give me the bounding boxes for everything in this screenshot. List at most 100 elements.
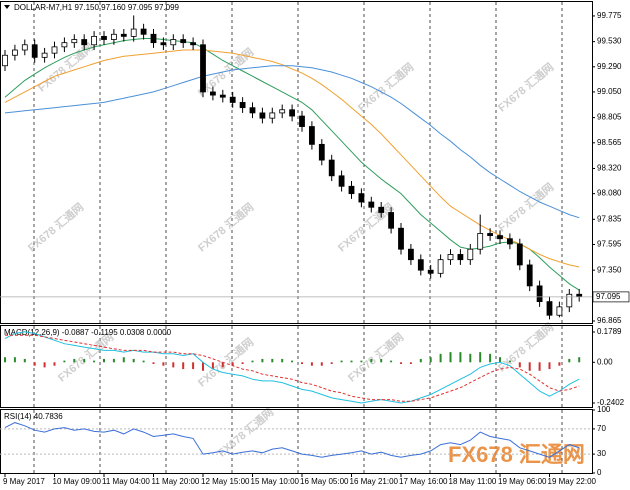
candle-body [41, 52, 48, 58]
rsi-panel [0, 409, 593, 474]
candle-body [556, 306, 563, 316]
candle-body [536, 285, 543, 303]
candle-body [378, 206, 385, 213]
candle-body [31, 44, 38, 58]
y-tick-label: 99.290 [597, 62, 622, 71]
y-tick-label: 0 [597, 468, 602, 477]
candle-body [467, 248, 474, 261]
x-tick-label: 15 May 10:00 [251, 477, 300, 486]
candle-body [398, 227, 404, 250]
y-tick-label: 0.00 [597, 357, 613, 366]
candle-body [259, 112, 266, 119]
y-tick-label: 96.865 [597, 316, 622, 325]
candle-body [219, 94, 226, 98]
y-tick-label: 100 [597, 405, 611, 414]
candle-body [437, 259, 444, 274]
candle-body [358, 193, 365, 203]
x-tick-label: 19 May 06:00 [498, 477, 547, 486]
moving-average [4, 38, 580, 291]
candle-body [209, 91, 216, 96]
candle-body [101, 35, 107, 40]
candle-body [51, 46, 58, 54]
candle-body [546, 301, 553, 316]
candle-body [457, 254, 464, 261]
candle-body [427, 269, 434, 274]
x-tick-label: 18 May 11:00 [449, 477, 497, 486]
candle-body [21, 44, 28, 51]
y-tick-label: 98.805 [597, 113, 622, 122]
candle-body [111, 33, 117, 40]
x-tick-label: 10 May 09:00 [53, 477, 102, 486]
candle-body [566, 293, 573, 308]
candle-body [229, 96, 236, 103]
y-tick-label: 99.775 [597, 11, 622, 20]
y-tick-label: 98.565 [597, 138, 622, 147]
candle-body [279, 109, 286, 114]
candle-body [318, 143, 325, 161]
candle-body [200, 44, 206, 93]
candle-body [130, 28, 137, 37]
candle-body [348, 185, 355, 195]
candle-body [576, 293, 583, 297]
y-tick-label: 98.320 [597, 164, 622, 173]
title-arrow [4, 5, 10, 9]
candle-body [407, 248, 414, 261]
y-tick-label: 99.530 [597, 37, 622, 46]
candle-body [308, 126, 315, 145]
candle-body [338, 175, 345, 187]
moving-average [4, 65, 580, 219]
current-price-label: 97.095 [596, 292, 621, 301]
candle-body [299, 115, 305, 127]
candle-body [477, 233, 484, 250]
candle-body [526, 264, 533, 287]
y-tick-label: 97.835 [597, 214, 622, 223]
candle-body [190, 42, 197, 46]
macd-line [4, 331, 580, 404]
candle-body [2, 54, 8, 67]
rsi-line [4, 422, 580, 458]
candle-body [388, 212, 395, 229]
candle-body [120, 33, 127, 37]
candle-body [516, 243, 523, 266]
y-tick-label: 30 [597, 449, 606, 458]
candle-body [506, 238, 513, 245]
candle-body [11, 49, 18, 56]
current-price-box [592, 291, 630, 303]
x-tick-label: 16 May 05:00 [300, 477, 349, 486]
candle-body [368, 201, 375, 208]
x-tick-label: 16 May 21:00 [350, 477, 399, 486]
candle-body [487, 233, 494, 236]
x-tick-label: 19 May 22:00 [548, 477, 597, 486]
rsi-title: RSI(14) 40.7836 [4, 412, 63, 421]
moving-average [4, 49, 580, 268]
candle-body [417, 259, 424, 271]
candle-body [61, 42, 68, 48]
y-tick-label: 99.050 [597, 87, 622, 96]
macd-panel [0, 325, 593, 408]
y-tick-label: 0.1789 [597, 327, 622, 336]
candle-body [170, 39, 177, 46]
x-tick-label: 17 May 16:00 [399, 477, 448, 486]
x-tick-label: 9 May 2017 [3, 477, 45, 486]
candle-body [239, 102, 246, 109]
y-tick-label: 70 [597, 424, 606, 433]
candle-body [91, 35, 97, 46]
candle-body [249, 107, 256, 114]
candle-body [289, 109, 296, 117]
candle-body [81, 39, 88, 46]
candle-body [497, 235, 503, 240]
main-panel [0, 1, 593, 324]
candle-body [447, 254, 454, 261]
x-tick-label: 12 May 15:00 [201, 477, 250, 486]
candle-body [328, 159, 335, 177]
candle-body [269, 112, 276, 119]
macd-line [5, 334, 580, 402]
candle-body [150, 33, 157, 44]
y-tick-label: 97.350 [597, 265, 622, 274]
candle-body [160, 42, 167, 46]
x-tick-label: 11 May 20:00 [152, 477, 200, 486]
x-tick-label: 11 May 04:00 [102, 477, 150, 486]
macd-title: MACD(12,26,9) -0.0887 -0.1195 0.0308 0.0… [4, 328, 172, 337]
